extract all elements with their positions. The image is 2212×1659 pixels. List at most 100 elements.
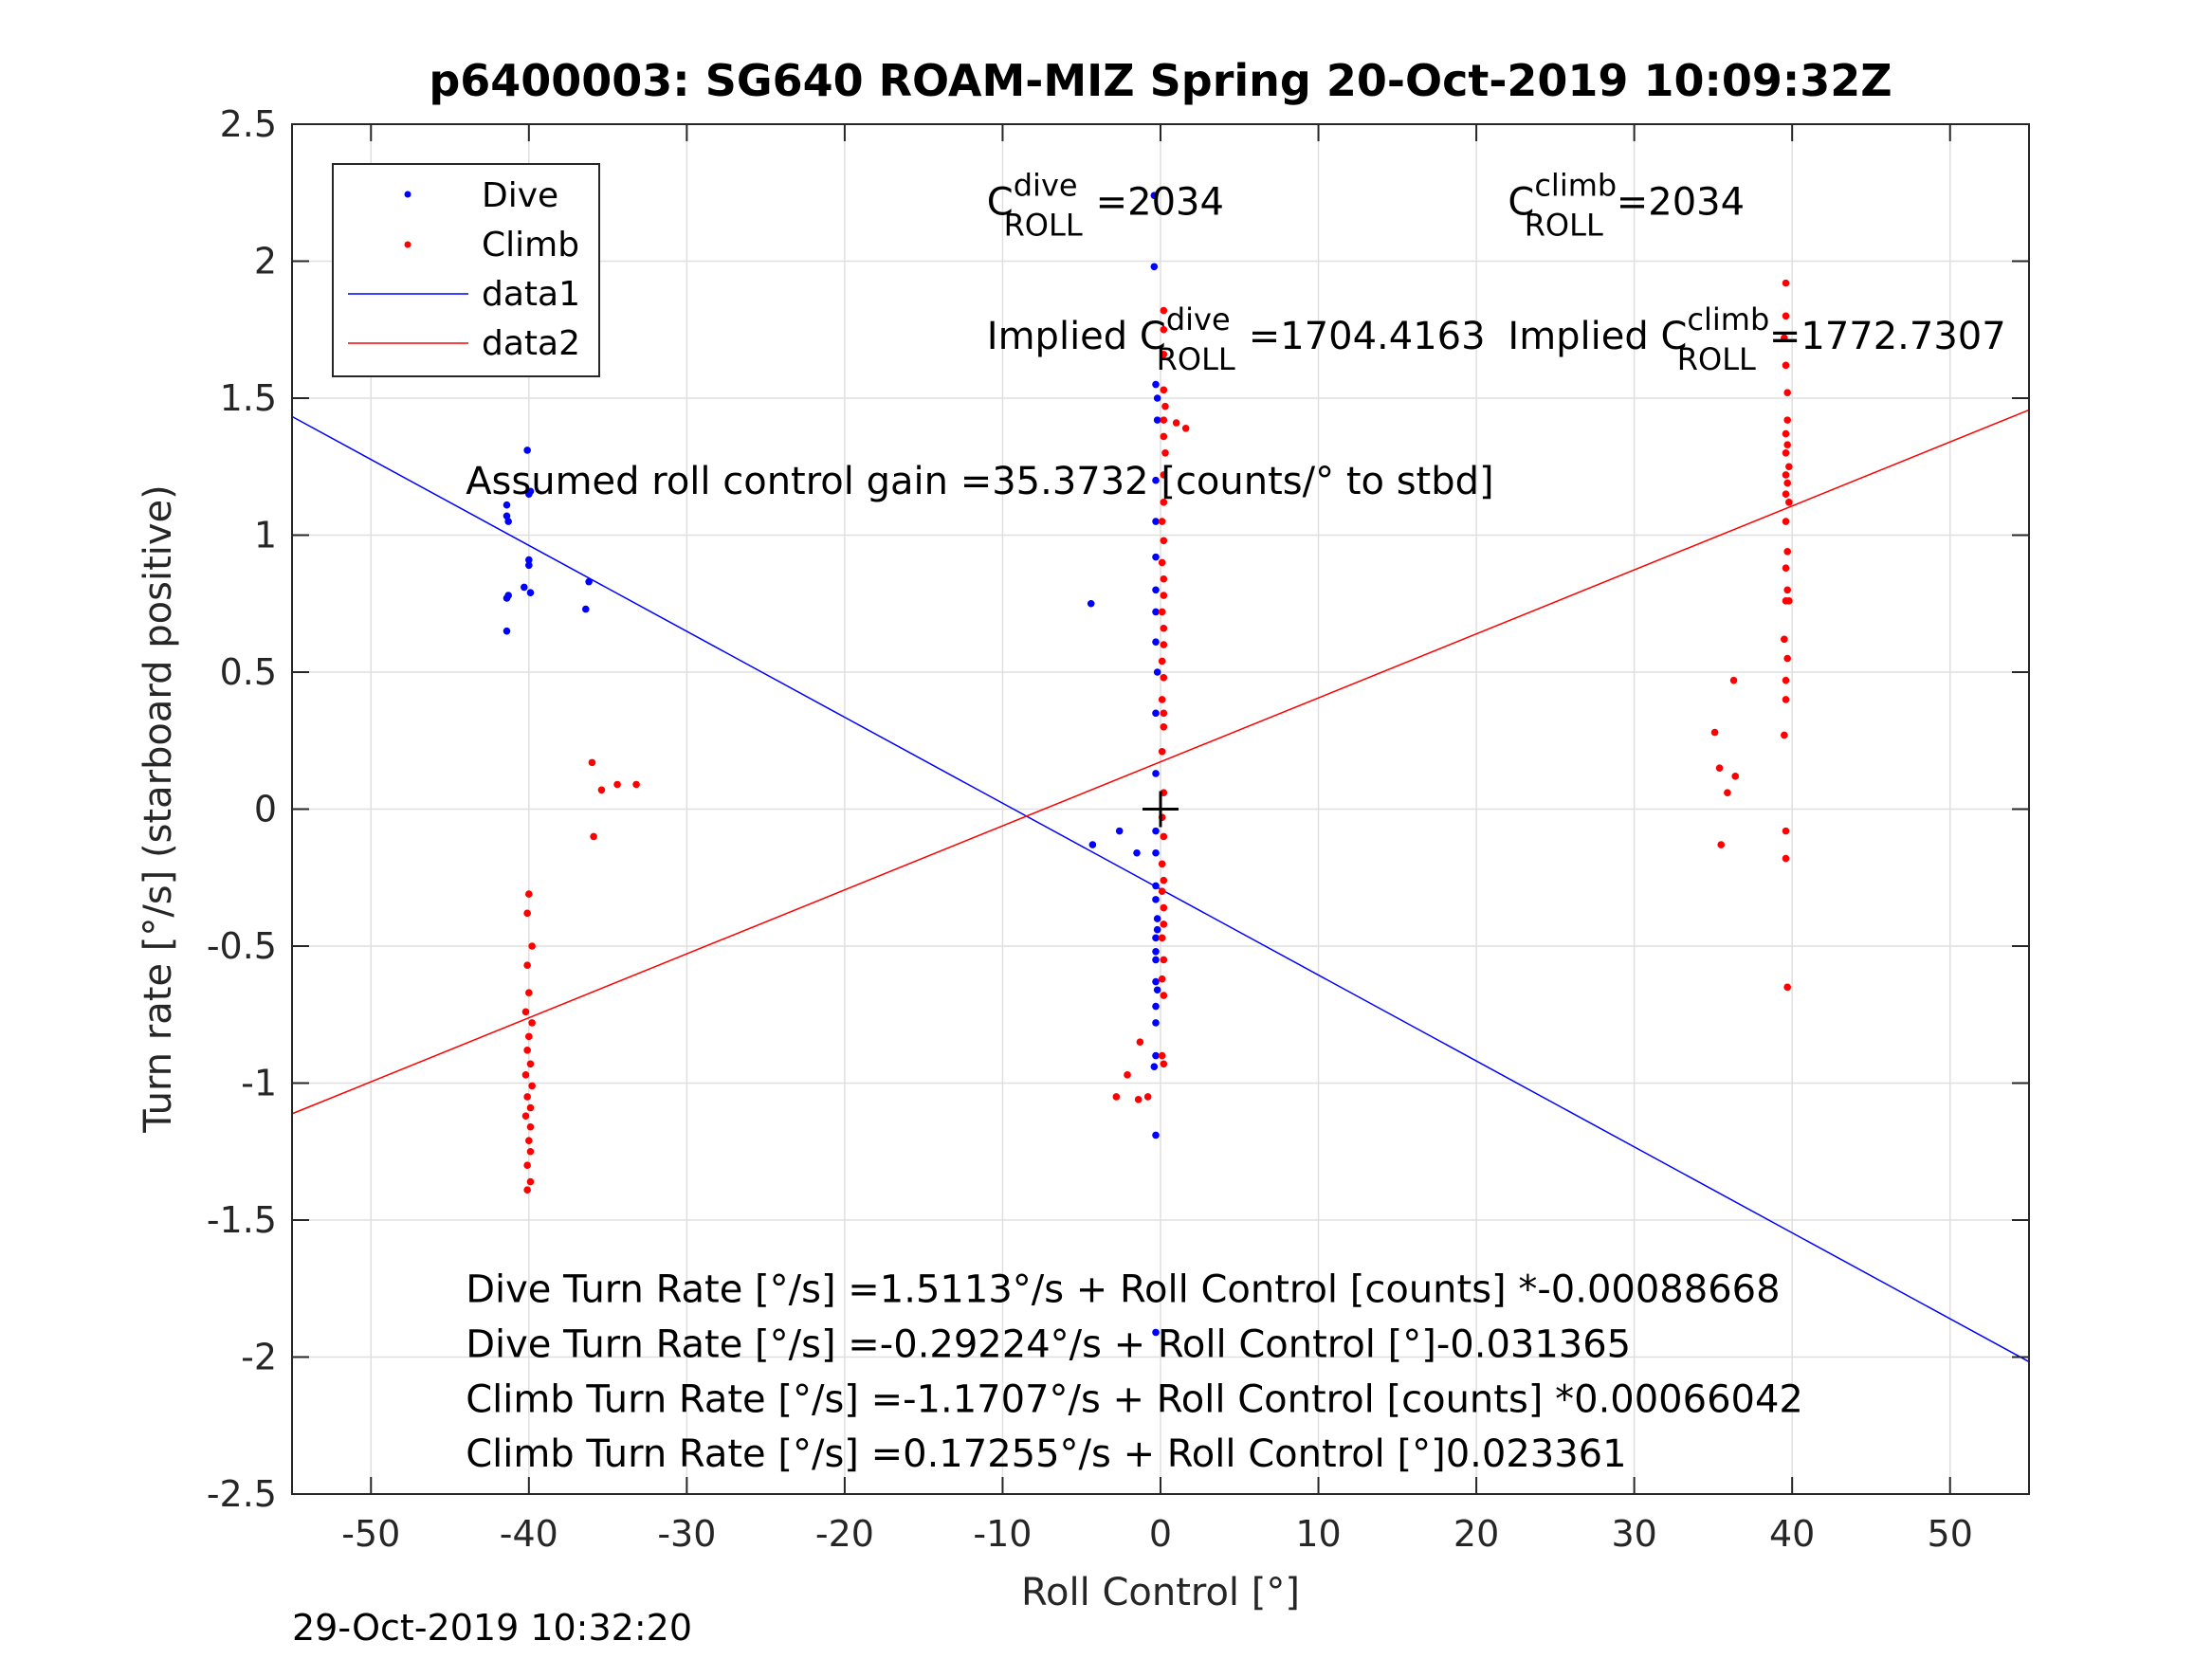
climb-point (1782, 449, 1790, 457)
climb-point (1136, 1038, 1144, 1046)
x-tick-label: 50 (1928, 1513, 1973, 1555)
dive-point (504, 518, 512, 525)
x-tick-label: 40 (1769, 1513, 1815, 1555)
dive-point (1152, 882, 1160, 890)
climb-point (1781, 334, 1788, 342)
climb-point (1717, 841, 1726, 848)
climb-point (1782, 429, 1790, 438)
dive-point (1087, 599, 1095, 608)
climb-point (1782, 471, 1790, 479)
dive-point (525, 561, 533, 570)
climb-point (525, 890, 533, 898)
annotation-symbol: C (1508, 180, 1534, 224)
annotation-value: =1704.4163 (1249, 315, 1486, 358)
climb-point (521, 1008, 530, 1016)
dive-point (1152, 1131, 1160, 1139)
dive-point (1152, 380, 1160, 389)
annotation-symbol: C (1140, 315, 1166, 358)
dive-point (525, 556, 533, 564)
dive-point (1152, 553, 1160, 561)
climb-point (1782, 312, 1790, 320)
climb-point (1783, 654, 1791, 663)
dive-point (1152, 709, 1160, 718)
y-tick-label: 2 (254, 241, 277, 283)
climb-point (1160, 306, 1168, 315)
climb-point (1112, 1093, 1121, 1101)
climb-point (1160, 709, 1168, 718)
annotation-eq2: Dive Turn Rate [°/s] =-0.29224°/s + Roll… (466, 1323, 1631, 1367)
climb-point (1782, 676, 1790, 684)
climb-point (1160, 992, 1168, 999)
x-tick-label: 20 (1453, 1513, 1499, 1555)
climb-point (528, 1082, 536, 1090)
climb-point (1781, 731, 1788, 739)
climb-point (526, 1177, 535, 1186)
y-tick-label: -2 (241, 1337, 277, 1378)
climb-point (525, 1032, 533, 1041)
annotations: Cdive ROLL =2034 Cclimb ROLL =2034 Implied Cdi… (466, 167, 2005, 1476)
climb-point (526, 1060, 535, 1068)
dive-point (503, 501, 511, 509)
climb-point (1160, 574, 1168, 583)
climb-point (1160, 432, 1168, 441)
origin-marker (1143, 791, 1179, 828)
climb-point (1715, 764, 1724, 772)
y-tick-label: 1 (254, 515, 277, 556)
climb-point (1783, 389, 1791, 397)
annotation-subscript: ROLL (1677, 341, 1756, 377)
dive-point (1153, 925, 1161, 934)
annotation-subscript: ROLL (1157, 341, 1235, 377)
dive-point (1152, 518, 1160, 525)
dive-point (1133, 848, 1141, 857)
annotation-implied-climb: Implied Cclimb ROLL =1772.7307 (1508, 301, 2005, 377)
climb-point (1782, 854, 1790, 863)
y-tick-label: -1 (241, 1063, 277, 1104)
climb-point (1161, 402, 1169, 410)
climb-point (1172, 419, 1180, 427)
annotation-c-climb: Cclimb ROLL =2034 (1508, 167, 1745, 243)
climb-point (590, 832, 597, 841)
climb-point (1124, 1071, 1131, 1079)
climb-point (525, 989, 533, 996)
climb-point (632, 780, 640, 789)
climb-point (1158, 558, 1166, 567)
annotation-superscript: dive (1166, 301, 1231, 337)
dive-point (525, 490, 533, 498)
climb-point (1158, 887, 1166, 895)
dive-point (1152, 638, 1160, 647)
climb-point (1160, 471, 1168, 479)
legend-data1-label: data1 (482, 275, 580, 314)
x-tick-label: 0 (1149, 1513, 1172, 1555)
dive-point (503, 512, 511, 520)
dive-point (1152, 827, 1160, 835)
climb-point (1782, 696, 1790, 703)
climb-point (523, 1161, 531, 1169)
y-tick-label: -1.5 (207, 1199, 277, 1241)
x-tick-label: 10 (1295, 1513, 1341, 1555)
annotation-symbol: C (987, 180, 1014, 224)
dive-point (1152, 770, 1160, 777)
climb-point (588, 758, 596, 767)
climb-point (1160, 350, 1168, 358)
fit-line-data2 (291, 409, 2030, 1115)
annotation-value: =2034 (1096, 180, 1224, 224)
dive-point (585, 577, 593, 586)
dive-point (1150, 263, 1159, 271)
dive-point (521, 583, 528, 592)
y-tick-label: -2.5 (207, 1473, 277, 1515)
legend-dive-label: Dive (482, 176, 558, 215)
climb-point (1160, 1060, 1168, 1068)
annotation-prefix: Implied (987, 315, 1140, 358)
climb-point (526, 1147, 535, 1156)
annotation-superscript: climb (1534, 167, 1617, 203)
x-tick-label: -20 (815, 1513, 874, 1555)
dive-point (1153, 915, 1161, 922)
dive-point (1153, 416, 1161, 424)
dive-point (1152, 1002, 1160, 1011)
dive-point (1152, 934, 1160, 942)
climb-point (1158, 1051, 1166, 1060)
x-tick-label: -40 (500, 1513, 558, 1555)
dive-point (1152, 977, 1160, 986)
y-axis-label: Turn rate [°/s] (starboard positive) (137, 484, 180, 1134)
